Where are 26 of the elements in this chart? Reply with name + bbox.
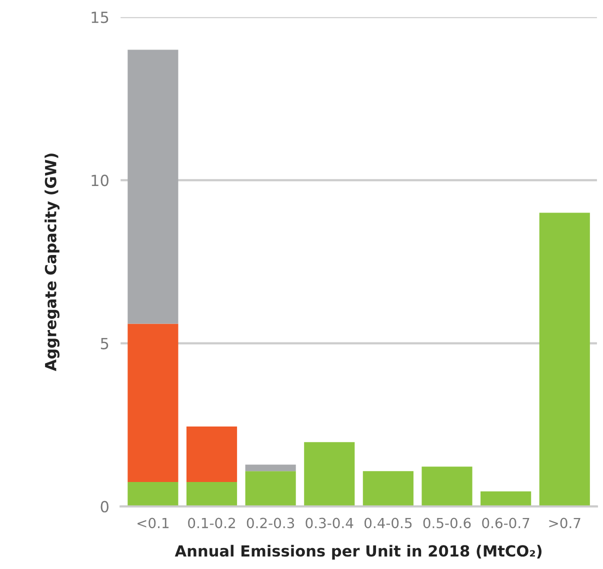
y-tick-label: 0 — [100, 500, 108, 512]
y-axis-title: Aggregate Capacity (GW) — [44, 154, 60, 372]
bar — [128, 50, 178, 324]
x-tick-label: <0.1 — [138, 518, 169, 528]
bar — [128, 482, 178, 506]
bar — [186, 426, 238, 482]
bar — [186, 482, 238, 506]
y-tick-label: 15 — [92, 12, 108, 24]
x-tick-label: >0.7 — [549, 518, 580, 528]
bar — [245, 464, 296, 472]
bar — [539, 212, 590, 506]
bar — [128, 324, 178, 482]
y-tick-label: 5 — [100, 338, 108, 350]
x-tick-label: 0.6-0.7 — [482, 518, 530, 528]
bar — [422, 466, 472, 506]
bar — [304, 442, 355, 506]
x-tick-label: 0.4-0.5 — [364, 518, 412, 528]
x-tick-label: 0.2-0.3 — [246, 518, 294, 528]
x-tick-label: 0.3-0.4 — [306, 518, 354, 528]
x-tick-label: 0.1-0.2 — [188, 518, 235, 528]
x-axis-title: Annual Emissions per Unit in 2018 (MtCO₂) — [174, 544, 542, 560]
bar — [245, 471, 296, 506]
bar — [480, 491, 532, 506]
x-tick-label: 0.5-0.6 — [423, 518, 471, 528]
y-tick-label: 10 — [92, 174, 108, 186]
bar — [362, 471, 414, 506]
